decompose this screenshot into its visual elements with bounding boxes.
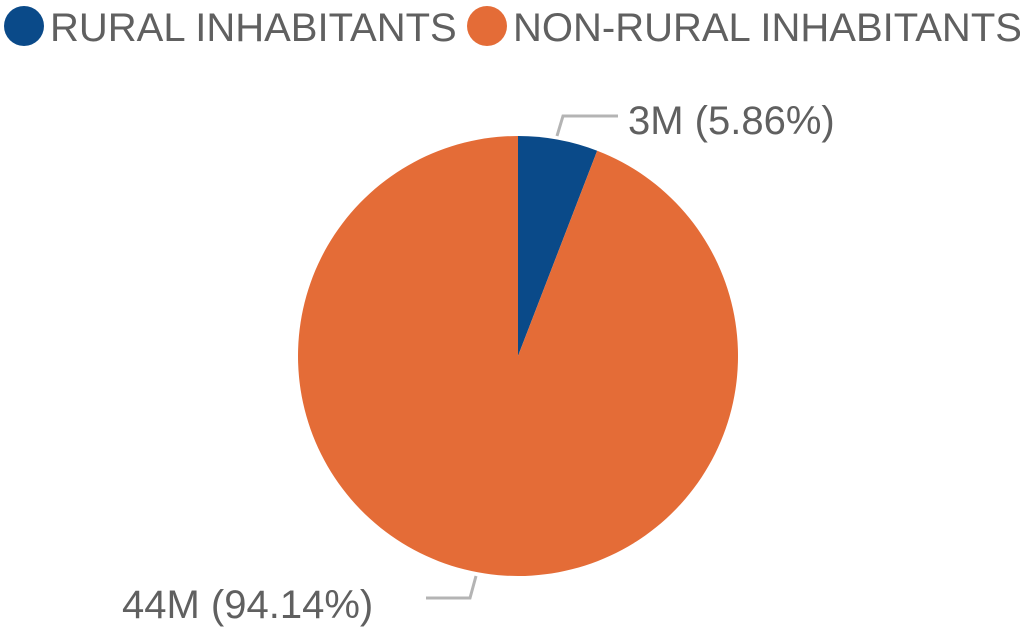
legend-marker-rural — [4, 6, 44, 46]
data-label-rural: 3M (5.86%) — [628, 99, 835, 143]
legend: RURAL INHABITANTS NON-RURAL INHABITANTS — [4, 6, 1020, 50]
pie-slice-rural — [518, 136, 598, 356]
leader-line-non-rural — [426, 575, 478, 600]
legend-marker-non-rural — [467, 6, 507, 46]
pie-slices — [298, 136, 739, 576]
legend-label-non-rural: NON-RURAL INHABITANTS — [513, 6, 1020, 50]
pie-slice-non-rural — [298, 136, 739, 576]
data-label-non-rural: 44M (94.14%) — [122, 583, 373, 627]
legend-label-rural: RURAL INHABITANTS — [50, 6, 457, 50]
leader-line-rural — [555, 114, 618, 137]
